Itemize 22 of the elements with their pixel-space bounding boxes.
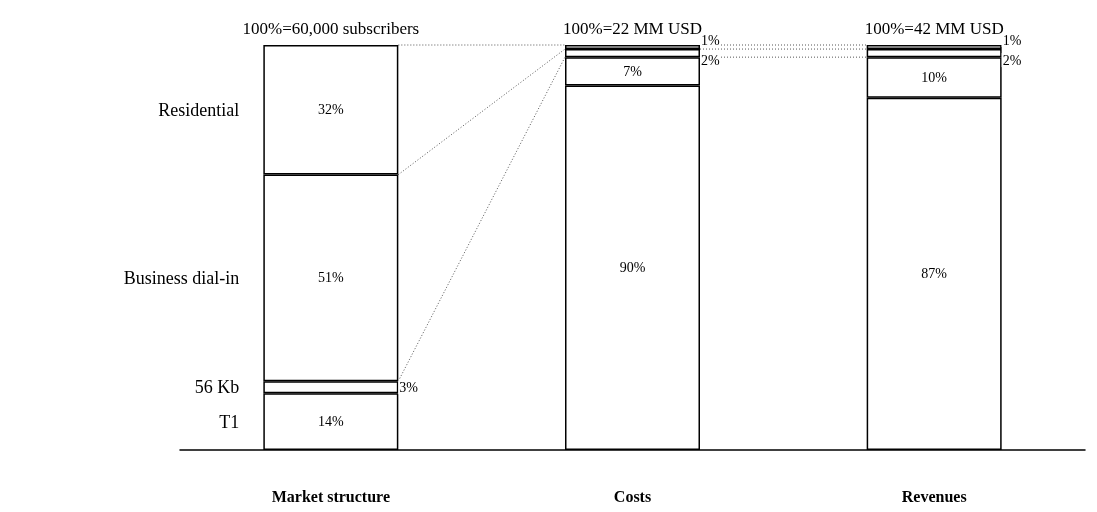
data-label: 3% [399, 379, 419, 395]
total-label: 100%=60,000 subscribers [242, 19, 420, 38]
data-label: 2% [701, 52, 720, 68]
total-label: 100%=42 MM USD [864, 19, 1004, 38]
data-label: 90% [619, 260, 646, 276]
series-label: Residential [158, 99, 240, 120]
data-label: 2% [1002, 52, 1022, 68]
series-label: Business dial-in [123, 267, 240, 288]
data-label: 10% [921, 69, 948, 85]
data-label: 87% [921, 266, 948, 282]
data-label: 32% [318, 102, 344, 118]
data-label: 14% [318, 414, 344, 430]
x-tick-label: Costs [613, 487, 652, 505]
x-tick-label: Revenues [901, 487, 967, 505]
series-label: T1 [219, 411, 240, 432]
data-label: 1% [1002, 32, 1022, 48]
total-label: 100%=22 MM USD [563, 19, 702, 38]
data-label: 7% [623, 63, 643, 79]
data-label: 1% [701, 32, 720, 48]
data-label: 51% [318, 270, 344, 286]
x-tick-label: Market structure [271, 487, 390, 505]
series-label: 56 Kb [194, 377, 240, 398]
